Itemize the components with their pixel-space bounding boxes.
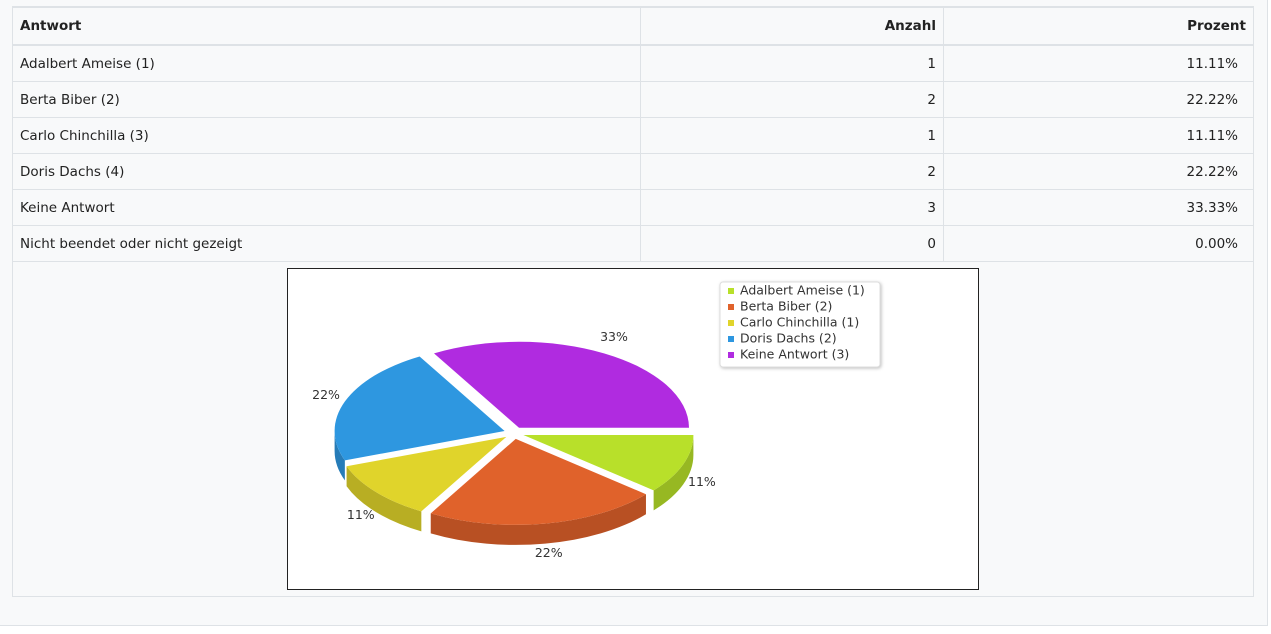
slice-label: 11%	[688, 474, 716, 489]
table-cell: 1	[640, 44, 944, 82]
table-cell: 3	[640, 189, 944, 226]
table-cell: 0.00%	[943, 225, 1254, 262]
column-header: Prozent	[943, 6, 1254, 46]
table-cell: 33.33%	[943, 189, 1254, 226]
legend-entry: Doris Dachs (2)	[740, 331, 837, 346]
table-cell: Berta Biber (2)	[12, 81, 641, 118]
slice	[346, 436, 507, 512]
table-row: Berta Biber (2) 2 22.22%	[12, 81, 1254, 118]
table-row: Keine Antwort 3 33.33%	[12, 189, 1254, 226]
table-cell: 1	[640, 117, 944, 154]
table-cell: 2	[640, 81, 944, 118]
table-cell: 11.11%	[943, 117, 1254, 154]
slice	[523, 435, 694, 491]
table-cell: Keine Antwort	[12, 189, 641, 226]
table-cell: Doris Dachs (4)	[12, 153, 641, 190]
table-cell: Carlo Chinchilla (3)	[12, 117, 641, 154]
legend-marker	[728, 288, 734, 294]
legend-entry: Berta Biber (2)	[740, 299, 832, 314]
slice	[430, 438, 646, 525]
slice-label: 11%	[347, 507, 375, 522]
table-cell: 22.22%	[943, 153, 1254, 190]
legend-box	[719, 281, 881, 368]
table-cell: 2	[640, 153, 944, 190]
legend-marker	[728, 304, 734, 310]
header-row: Antwort Anzahl Prozent	[12, 6, 1254, 46]
table-row: Carlo Chinchilla (3) 1 11.11%	[12, 117, 1254, 154]
legend-marker	[728, 320, 734, 326]
chart-row	[12, 260, 1254, 597]
slice-side	[653, 435, 694, 511]
table-cell: Nicht beendet oder nicht gezeigt	[12, 225, 641, 262]
slice-label: 22%	[312, 387, 340, 402]
slice-side	[430, 494, 646, 545]
pie-chart: 11% 22% 11% 22% 33% Adalbert Ameise (1)Berta …	[287, 268, 979, 590]
table-cell: Adalbert Ameise (1)	[12, 44, 641, 82]
table-row: Doris Dachs (4) 2 22.22%	[12, 153, 1254, 190]
slice	[334, 356, 505, 461]
legend-marker	[728, 352, 734, 358]
table-cell: 11.11%	[943, 44, 1254, 82]
table-row: Nicht beendet oder nicht gezeigt 0 0.00%	[12, 225, 1254, 262]
column-header: Anzahl	[640, 6, 944, 46]
table-cell: 0	[640, 225, 944, 262]
slice-label: 22%	[535, 545, 563, 560]
legend-entry: Carlo Chinchilla (1)	[740, 315, 859, 330]
legend-marker	[728, 336, 734, 342]
slice-side	[346, 466, 422, 532]
slice	[434, 341, 689, 428]
legend-entry: Keine Antwort (3)	[740, 347, 849, 362]
legend-entry: Adalbert Ameise (1)	[740, 283, 865, 298]
results-table: Antwort Anzahl Prozent Adalbert Ameise (1) 1…	[12, 6, 1254, 262]
slice-side	[334, 430, 345, 481]
table-row: Adalbert Ameise (1) 1 11.11%	[12, 44, 1254, 82]
table-cell: 22.22%	[943, 81, 1254, 118]
column-header: Antwort	[12, 6, 641, 46]
slice-label: 33%	[600, 329, 628, 344]
